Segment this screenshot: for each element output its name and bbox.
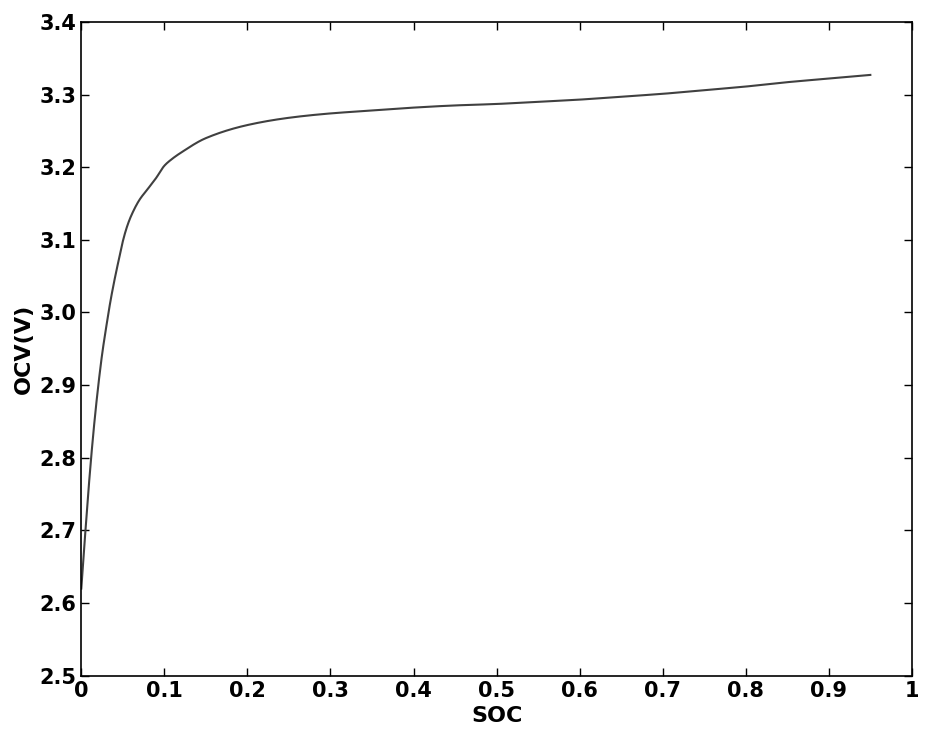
Y-axis label: OCV(V): OCV(V) <box>14 303 34 394</box>
X-axis label: SOC: SOC <box>471 706 522 726</box>
